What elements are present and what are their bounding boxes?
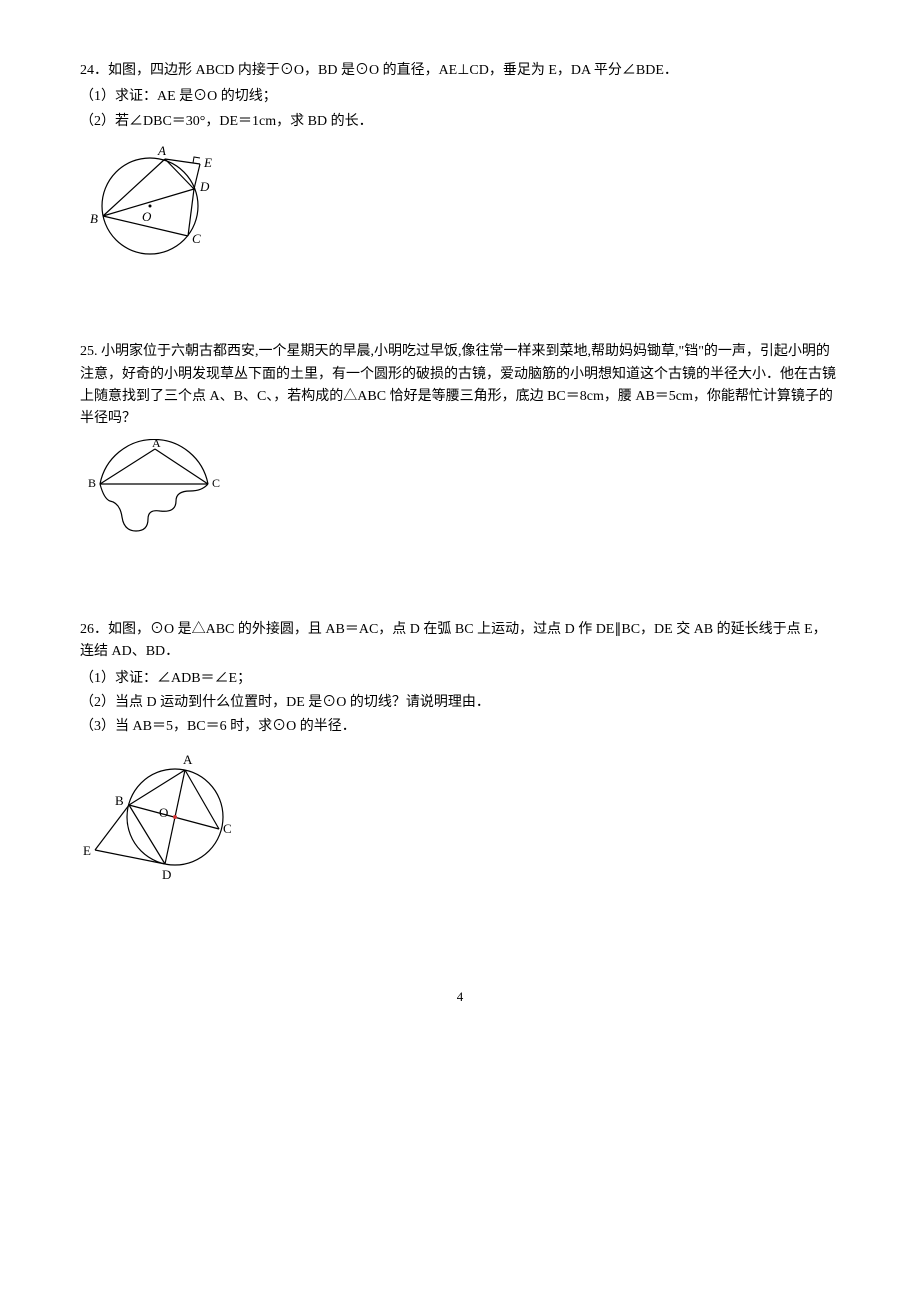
problem-25-figure: A B C <box>80 439 840 549</box>
problem-26-part-1: （1）求证：∠ADB＝∠E； <box>80 668 840 690</box>
line-ab <box>100 449 155 484</box>
problem-number: 24 <box>80 63 94 78</box>
label-a: A <box>152 439 161 450</box>
label-b: B <box>115 793 124 808</box>
problem-number: 26 <box>80 622 94 637</box>
label-c: C <box>223 821 232 836</box>
line-ba <box>103 159 165 216</box>
label-o: O <box>159 805 168 820</box>
problem-24: 24．如图，四边形 ABCD 内接于⊙O，BD 是⊙O 的直径，AE⊥CD，垂足… <box>80 60 840 271</box>
page-number: 4 <box>80 987 840 1008</box>
problem-26-part-3: （3）当 AB＝5，BC＝6 时，求⊙O 的半径． <box>80 716 840 738</box>
label-e: E <box>83 843 91 858</box>
label-c: C <box>212 476 220 490</box>
problem-stem-text: . 小明家位于六朝古都西安,一个星期天的早晨,小明吃过早饭,像往常一样来到菜地,… <box>80 344 836 426</box>
problem-26: 26．如图，⊙O 是△ABC 的外接圆，且 AB＝AC，点 D 在弧 BC 上运… <box>80 619 840 887</box>
label-d: D <box>162 867 171 882</box>
problem-26-stem: 26．如图，⊙O 是△ABC 的外接圆，且 AB＝AC，点 D 在弧 BC 上运… <box>80 619 840 664</box>
label-a: A <box>157 143 166 158</box>
problem-25: 25. 小明家位于六朝古都西安,一个星期天的早晨,小明吃过早饭,像往常一样来到菜… <box>80 341 840 549</box>
problem-24-stem: 24．如图，四边形 ABCD 内接于⊙O，BD 是⊙O 的直径，AE⊥CD，垂足… <box>80 60 840 82</box>
right-angle-e <box>193 157 200 163</box>
line-ed <box>95 850 165 864</box>
problem-number: 25 <box>80 344 94 359</box>
center-dot-o <box>173 815 177 819</box>
broken-edge <box>100 484 208 531</box>
line-ac <box>185 770 219 829</box>
figure-25-svg: A B C <box>80 439 240 549</box>
line-ae <box>165 159 200 164</box>
line-ad <box>165 159 194 189</box>
problem-26-figure: A B C D E O <box>80 747 840 887</box>
label-b: B <box>90 211 98 226</box>
problem-24-part-2: （2）若∠DBC＝30°，DE＝1cm，求 BD 的长． <box>80 111 840 133</box>
label-d: D <box>199 179 210 194</box>
label-o: O <box>142 209 152 224</box>
problem-stem-text: ．如图，四边形 ABCD 内接于⊙O，BD 是⊙O 的直径，AE⊥CD，垂足为 … <box>94 63 678 78</box>
figure-24-svg: A E D O B C <box>80 141 240 271</box>
problem-24-part-1: （1）求证：AE 是⊙O 的切线； <box>80 86 840 108</box>
problem-24-figure: A E D O B C <box>80 141 840 271</box>
line-ac <box>155 449 208 484</box>
label-b: B <box>88 476 96 490</box>
figure-26-svg: A B C D E O <box>80 747 260 887</box>
label-a: A <box>183 752 193 767</box>
center-dot-o <box>149 205 152 208</box>
line-be <box>95 805 129 850</box>
problem-26-part-2: （2）当点 D 运动到什么位置时，DE 是⊙O 的切线？请说明理由． <box>80 692 840 714</box>
line-dc <box>188 189 194 236</box>
label-e: E <box>203 155 212 170</box>
label-c: C <box>192 231 201 246</box>
problem-stem-text: ．如图，⊙O 是△ABC 的外接圆，且 AB＝AC，点 D 在弧 BC 上运动，… <box>80 622 827 659</box>
problem-25-stem: 25. 小明家位于六朝古都西安,一个星期天的早晨,小明吃过早饭,像往常一样来到菜… <box>80 341 840 431</box>
